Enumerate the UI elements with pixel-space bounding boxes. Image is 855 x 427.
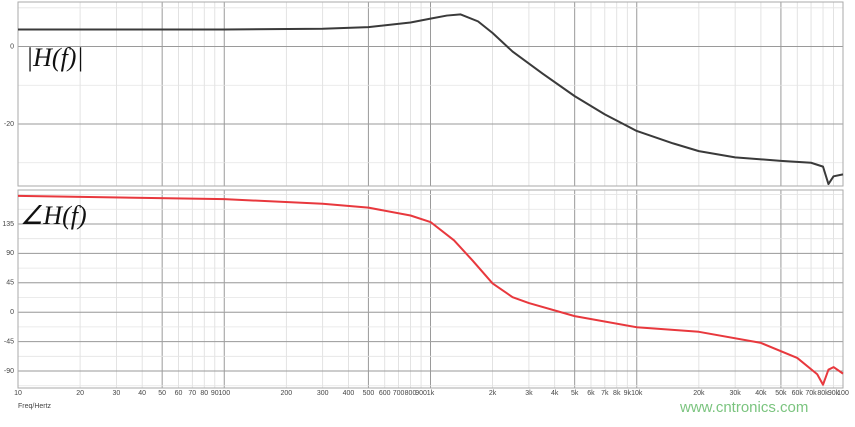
x-tick-label: 300 xyxy=(317,390,329,397)
x-tick-label: 5k xyxy=(571,390,579,397)
x-tick-label: 40 xyxy=(138,390,146,397)
x-tick-label: 60 xyxy=(175,390,183,397)
x-tick-label: 90k xyxy=(828,390,840,397)
x-tick-label: 900 xyxy=(415,390,427,397)
line-series xyxy=(18,13,844,186)
plot-frame xyxy=(17,1,844,187)
x-tick-label: 200 xyxy=(280,390,292,397)
x-tick-label: 70 xyxy=(188,390,196,397)
x-tick-label: 90 xyxy=(211,390,219,397)
x-tick-label: 10k xyxy=(631,390,643,397)
x-tick-label: 80 xyxy=(200,390,208,397)
y-tick-label: 0 xyxy=(10,43,14,50)
y-tick-label: 90 xyxy=(6,250,14,257)
y-tick-label: -20 xyxy=(4,121,14,128)
x-tick-label: 20 xyxy=(76,390,84,397)
x-tick-label: 1k xyxy=(427,390,435,397)
x-tick-label: 3k xyxy=(525,390,533,397)
x-tick-label: 400 xyxy=(343,390,355,397)
panel-label: |H(f)| xyxy=(26,43,84,72)
line-series xyxy=(17,194,844,386)
y-tick-label: 0 xyxy=(10,309,14,316)
x-tick-label: 10 xyxy=(14,390,22,397)
x-tick-label: 500 xyxy=(363,390,375,397)
x-tick-label: 40k xyxy=(755,390,767,397)
y-tick-label: 45 xyxy=(6,280,14,287)
x-tick-label: 100 xyxy=(218,390,230,397)
x-tick-label: 600 xyxy=(379,390,391,397)
x-tick-label: 4k xyxy=(551,390,559,397)
x-tick-label: 7k xyxy=(601,390,609,397)
panel-label: ∠H(f) xyxy=(20,201,87,230)
x-tick-label: 700 xyxy=(393,390,405,397)
watermark: www.cntronics.com xyxy=(679,399,808,416)
x-tick-label: 50k xyxy=(775,390,787,397)
x-tick-label: 30k xyxy=(730,390,742,397)
x-tick-label: 2k xyxy=(489,390,497,397)
x-tick-label: 30 xyxy=(113,390,121,397)
x-tick-label: 50 xyxy=(158,390,166,397)
x-tick-label: 20k xyxy=(693,390,705,397)
x-tick-label: 70k xyxy=(805,390,817,397)
x-tick-label: 9k xyxy=(624,390,632,397)
y-tick-label: -45 xyxy=(4,338,14,345)
x-tick-label: 100 xyxy=(837,390,849,397)
x-axis-label: Freq/Hertz xyxy=(18,403,52,410)
x-tick-label: 800 xyxy=(405,390,417,397)
y-tick-label: 135 xyxy=(2,221,14,228)
x-tick-label: 60k xyxy=(792,390,804,397)
x-tick-label: 80k xyxy=(817,390,829,397)
y-tick-label: -90 xyxy=(4,368,14,375)
x-tick-label: 8k xyxy=(613,390,621,397)
plot-frame xyxy=(17,189,844,389)
x-tick-label: 6k xyxy=(587,390,595,397)
